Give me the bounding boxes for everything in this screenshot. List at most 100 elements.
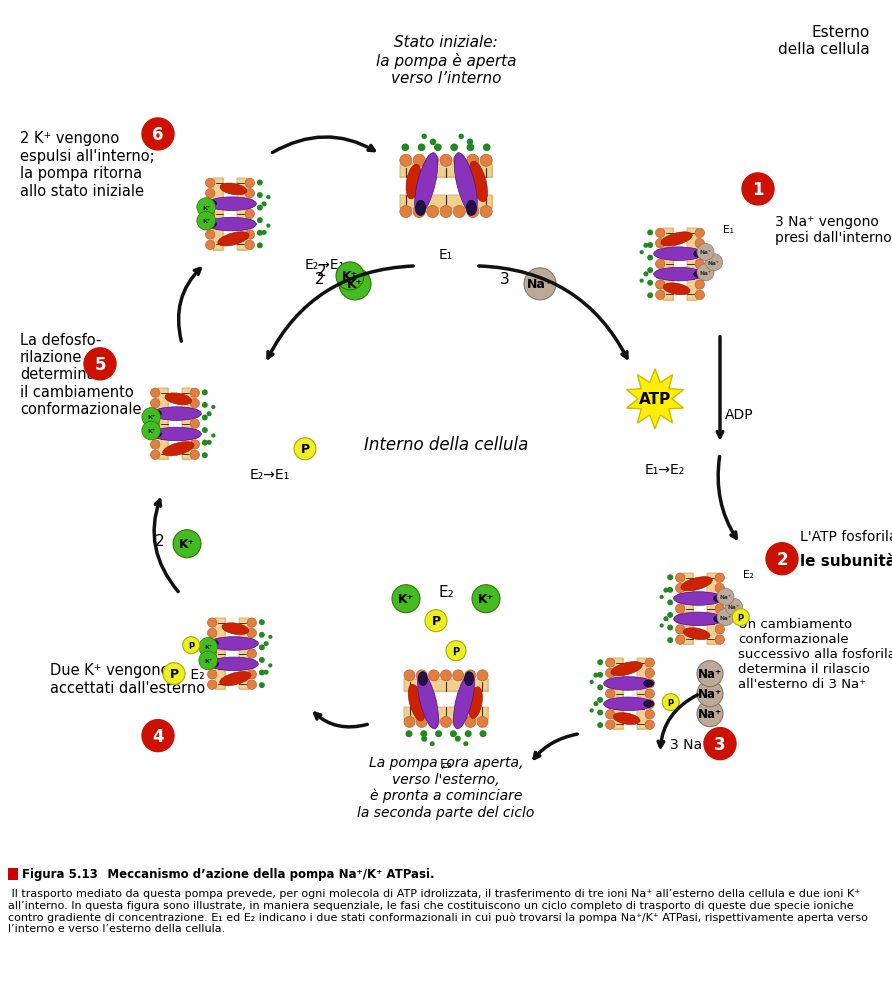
Circle shape: [202, 453, 208, 459]
Ellipse shape: [417, 672, 439, 729]
Circle shape: [715, 615, 724, 624]
Circle shape: [697, 701, 723, 726]
Circle shape: [205, 230, 215, 240]
Ellipse shape: [409, 684, 425, 721]
Circle shape: [247, 639, 257, 648]
Circle shape: [656, 239, 665, 248]
Circle shape: [401, 144, 409, 152]
Text: 3: 3: [714, 734, 726, 753]
Text: E₂: E₂: [438, 584, 454, 599]
Polygon shape: [637, 658, 647, 729]
Circle shape: [245, 210, 254, 219]
Circle shape: [667, 587, 673, 593]
Circle shape: [417, 670, 427, 681]
Circle shape: [151, 389, 160, 398]
Ellipse shape: [219, 672, 251, 686]
Circle shape: [208, 639, 217, 648]
Circle shape: [465, 716, 475, 727]
Ellipse shape: [208, 640, 219, 647]
Text: La pompa ,ora aperta,
verso l'esterno,
è pronta a cominciare
la seconda parte de: La pompa ,ora aperta, verso l'esterno, è…: [358, 756, 534, 819]
Text: E₂: E₂: [186, 667, 204, 681]
Circle shape: [392, 585, 420, 613]
Circle shape: [208, 680, 217, 689]
Text: Na⁺: Na⁺: [728, 605, 740, 610]
Text: K⁺: K⁺: [204, 644, 212, 649]
Ellipse shape: [468, 687, 483, 718]
Circle shape: [207, 440, 211, 446]
Circle shape: [426, 206, 439, 218]
Circle shape: [467, 206, 479, 218]
Text: P: P: [301, 443, 310, 456]
Circle shape: [202, 403, 208, 409]
Circle shape: [163, 663, 185, 685]
Circle shape: [640, 250, 644, 255]
Circle shape: [480, 730, 486, 737]
Circle shape: [695, 291, 705, 301]
Circle shape: [742, 173, 774, 205]
Polygon shape: [706, 573, 717, 644]
Circle shape: [659, 624, 664, 628]
Circle shape: [667, 600, 673, 606]
Ellipse shape: [694, 252, 704, 258]
Circle shape: [205, 189, 215, 198]
Circle shape: [656, 260, 665, 270]
Circle shape: [259, 670, 265, 675]
Text: E₂→E₁: E₂→E₁: [250, 467, 290, 481]
Circle shape: [697, 681, 723, 707]
Text: Na⁺: Na⁺: [698, 707, 722, 720]
Circle shape: [667, 637, 673, 643]
Text: Na⁺: Na⁺: [708, 261, 720, 266]
Circle shape: [704, 727, 736, 760]
Circle shape: [151, 430, 160, 439]
Circle shape: [675, 625, 685, 634]
Ellipse shape: [162, 442, 194, 456]
Circle shape: [606, 679, 615, 688]
Circle shape: [664, 616, 668, 621]
Circle shape: [452, 716, 464, 727]
Circle shape: [261, 230, 267, 235]
Circle shape: [606, 658, 615, 667]
Circle shape: [441, 716, 451, 727]
Circle shape: [715, 594, 724, 603]
Text: 3 Na⁺: 3 Na⁺: [670, 736, 710, 750]
Text: K⁺: K⁺: [147, 429, 155, 434]
Circle shape: [458, 134, 464, 140]
Circle shape: [648, 293, 653, 299]
Circle shape: [245, 199, 254, 209]
Circle shape: [483, 144, 491, 152]
Circle shape: [695, 260, 705, 270]
Circle shape: [524, 269, 556, 301]
Text: E₁: E₁: [723, 224, 733, 234]
Circle shape: [426, 155, 439, 167]
Text: 3: 3: [500, 273, 510, 287]
Circle shape: [450, 730, 457, 737]
Text: P: P: [432, 614, 441, 627]
Circle shape: [207, 412, 211, 417]
Circle shape: [430, 139, 436, 146]
Text: Na⁺: Na⁺: [720, 595, 731, 599]
Circle shape: [428, 716, 440, 727]
Text: K⁺: K⁺: [179, 538, 195, 551]
Text: 2: 2: [154, 534, 164, 549]
Circle shape: [420, 730, 427, 737]
Circle shape: [259, 632, 265, 638]
Circle shape: [257, 180, 263, 186]
Ellipse shape: [207, 197, 256, 211]
Polygon shape: [182, 389, 192, 460]
Ellipse shape: [654, 247, 703, 262]
Circle shape: [400, 155, 412, 167]
Text: P: P: [738, 613, 744, 622]
Circle shape: [151, 399, 160, 409]
Circle shape: [675, 594, 685, 603]
Circle shape: [597, 672, 603, 678]
Circle shape: [725, 599, 742, 616]
Circle shape: [697, 661, 723, 687]
Polygon shape: [687, 228, 697, 301]
Polygon shape: [404, 707, 488, 718]
Text: ADP: ADP: [725, 408, 754, 422]
Circle shape: [190, 440, 200, 450]
Text: le subunità α: le subunità α: [800, 554, 892, 569]
Circle shape: [659, 595, 664, 599]
Ellipse shape: [222, 623, 249, 635]
Circle shape: [142, 408, 161, 427]
